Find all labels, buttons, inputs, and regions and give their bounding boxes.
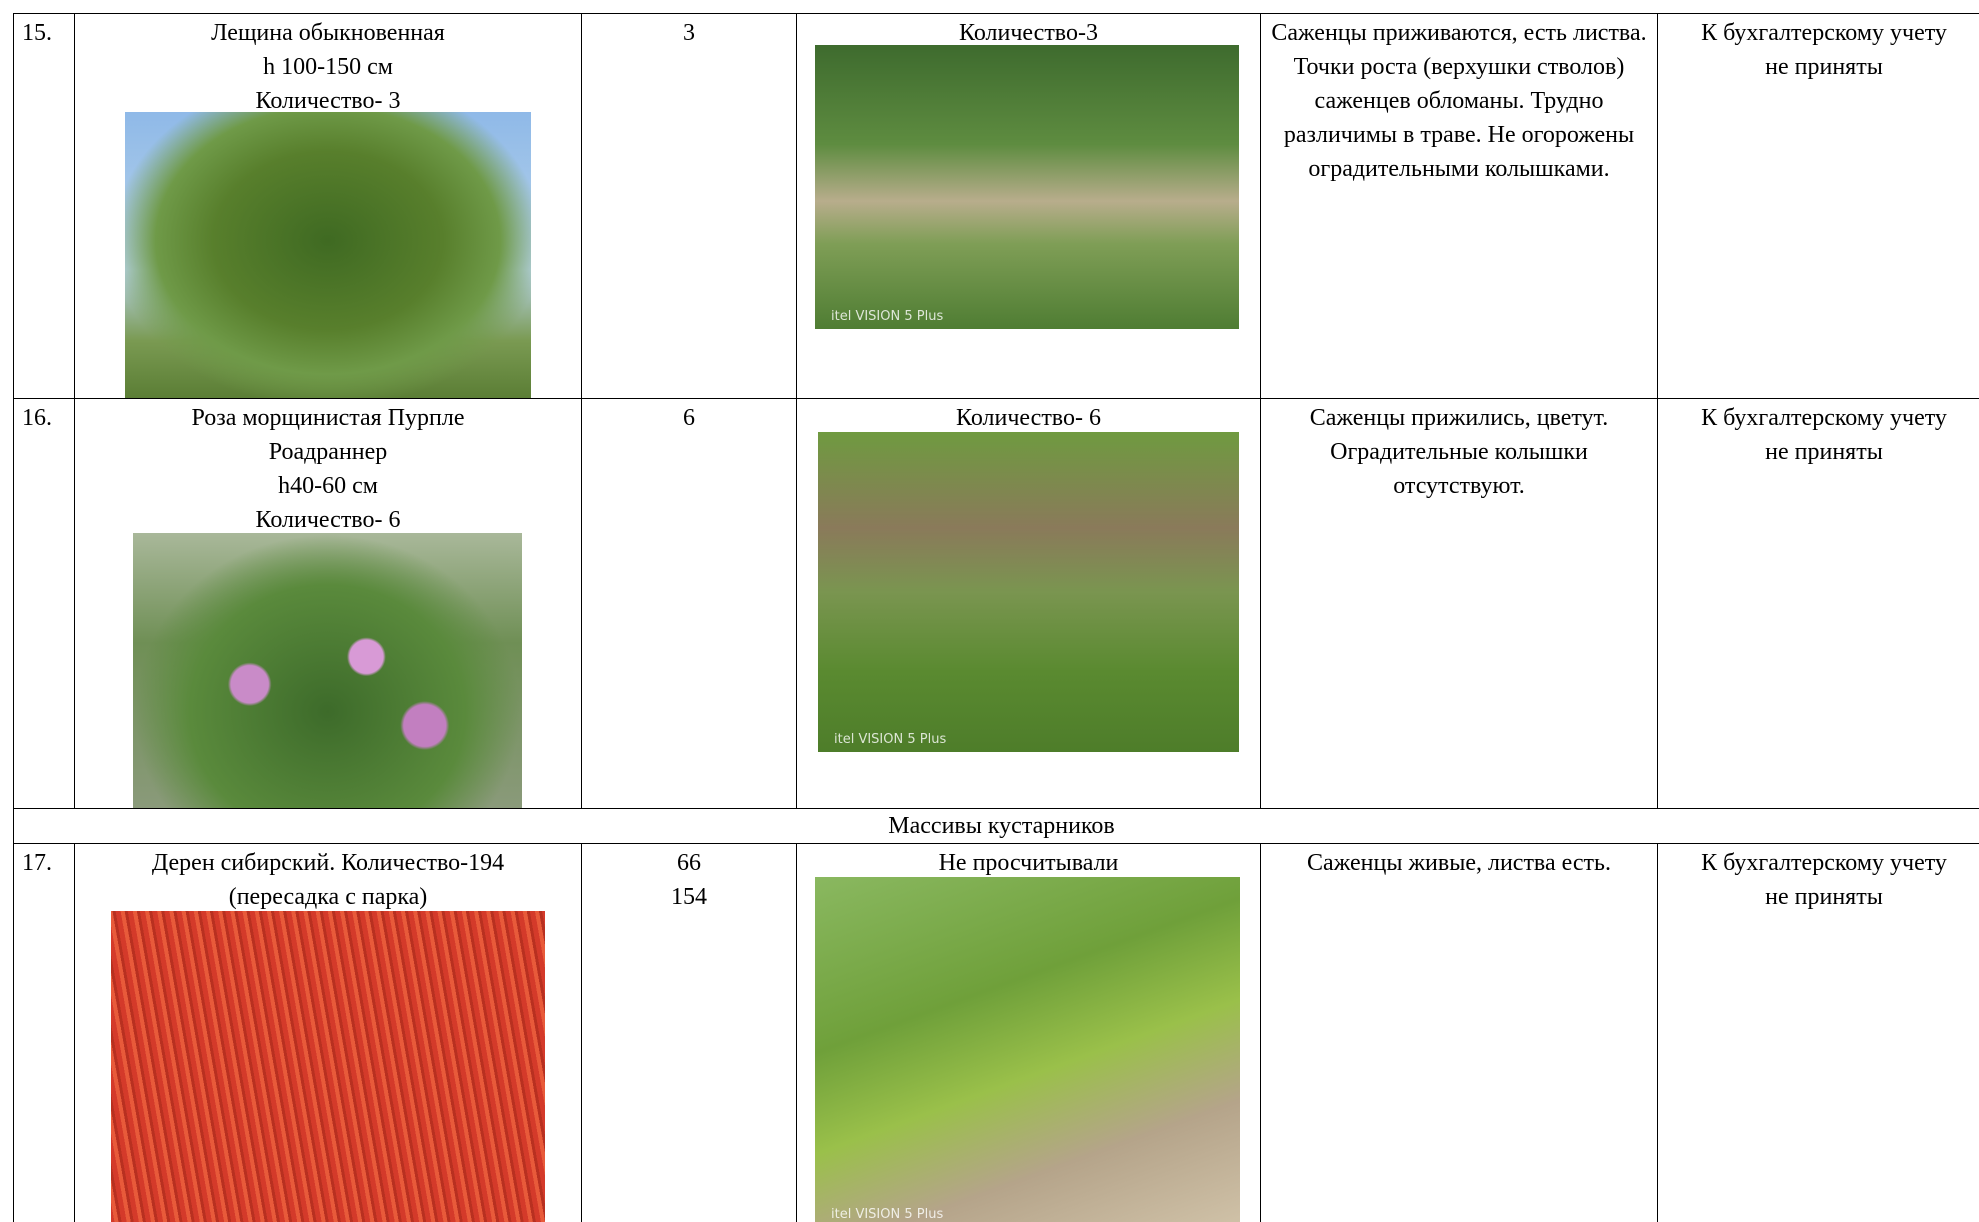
condition: Саженцы живые, листва есть.: [1260, 843, 1658, 1222]
plant-image: [133, 533, 522, 808]
photo-caption: Не просчитывали: [805, 846, 1252, 880]
photo-watermark: itel VISION 5 Plus: [834, 732, 946, 748]
count-line: 3: [590, 16, 788, 50]
site-photo: itel VISION 5 Plus: [815, 45, 1239, 329]
row-number: 17.: [13, 843, 75, 1222]
row-number: 16.: [13, 398, 75, 809]
accounting: К бухгалтерскому учету не приняты: [1657, 843, 1979, 1222]
accounting: К бухгалтерскому учету не приняты: [1657, 398, 1979, 809]
condition: Саженцы приживаются, есть листва. Точки …: [1260, 13, 1658, 399]
number-text: 16.: [22, 401, 66, 435]
number-text: 15.: [22, 16, 66, 50]
plant-image: [111, 911, 545, 1222]
photo-watermark: itel VISION 5 Plus: [831, 1207, 943, 1222]
name-line: Лещина обыкновенная: [83, 16, 573, 50]
photo-caption: Количество- 6: [805, 401, 1252, 435]
accounting: К бухгалтерскому учету не приняты: [1657, 13, 1979, 399]
name-line: Роза морщинистая Пурпле: [83, 401, 573, 435]
name-line: Дерен сибирский. Количество-194: [83, 846, 573, 880]
page: 15. Лещина обыкновеннаяh 100-150 см Количе…: [0, 0, 1979, 1222]
photo-watermark: itel VISION 5 Plus: [831, 309, 943, 325]
site-photo: itel VISION 5 Plus: [818, 432, 1239, 752]
planted-count: 3: [581, 13, 797, 399]
name-line: Роадраннер: [83, 435, 573, 469]
name-line: h40-60 см: [83, 469, 573, 503]
condition: Саженцы прижились, цветут. Оградительные…: [1260, 398, 1658, 809]
name-line: Количество- 6: [83, 503, 573, 537]
count-line: 154: [590, 880, 788, 914]
count-line: 6: [590, 401, 788, 435]
site-photo: itel VISION 5 Plus: [815, 877, 1240, 1222]
row-number: 15.: [13, 13, 75, 399]
section-header: Массивы кустарников: [13, 808, 1979, 844]
number-text: 17.: [22, 846, 66, 880]
planted-count: 6: [581, 398, 797, 809]
count-line: 66: [590, 846, 788, 880]
name-line: (пересадка с парка): [83, 880, 573, 914]
plant-image: [125, 112, 531, 398]
name-line: h 100-150 см: [83, 50, 573, 84]
